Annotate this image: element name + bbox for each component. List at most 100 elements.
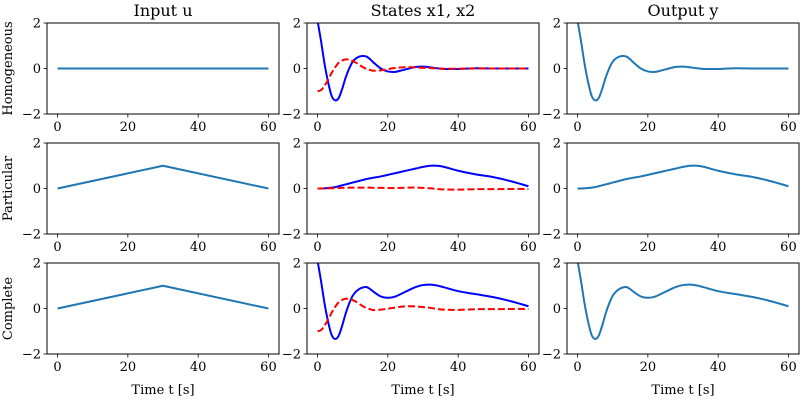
series-x2-line: [317, 297, 529, 333]
column-title: Input u: [134, 1, 193, 20]
plot-area: [576, 23, 789, 102]
x-tick-label: 60: [520, 120, 537, 135]
y-tick-label: 2: [553, 257, 561, 272]
x-tick-label: 0: [53, 120, 61, 135]
y-tick-label: 0: [33, 302, 41, 317]
x-tick-label: 20: [120, 360, 137, 375]
x-tick-label: 20: [380, 360, 397, 375]
x-axis-label: Time t [s]: [131, 383, 194, 398]
y-tick-label: 2: [33, 137, 41, 152]
x-tick-label: 40: [450, 240, 467, 255]
y-tick-label: 2: [293, 257, 301, 272]
x-tick-label: 0: [53, 240, 61, 255]
x-tick-label: 20: [640, 240, 657, 255]
x-tick-label: 20: [640, 120, 657, 135]
x-tick-label: 40: [190, 120, 207, 135]
x-axis-label: Time t [s]: [651, 383, 714, 398]
x-axis-label: Time t [s]: [391, 383, 454, 398]
x-tick-label: 0: [573, 360, 581, 375]
x-tick-label: 40: [190, 360, 207, 375]
y-tick-label: 2: [293, 137, 301, 152]
series-line: [576, 263, 789, 340]
x-tick-label: 20: [120, 240, 137, 255]
series-x2-line: [317, 186, 529, 191]
x-tick-label: 60: [520, 360, 537, 375]
x-tick-label: 0: [53, 360, 61, 375]
y-tick-label: 0: [553, 62, 561, 77]
axes-frame: [46, 262, 280, 355]
x-tick-label: 40: [450, 120, 467, 135]
plot-area: [576, 263, 789, 340]
plot-area: [316, 23, 529, 102]
y-tick-label: 0: [293, 182, 301, 197]
row-label: Complete: [1, 277, 16, 340]
x-tick-label: 40: [710, 360, 727, 375]
y-tick-label: −2: [282, 348, 301, 363]
plot-area: [316, 263, 529, 340]
x-tick-label: 40: [710, 240, 727, 255]
axes-frame: [46, 142, 280, 235]
y-tick-label: 0: [33, 62, 41, 77]
y-tick-label: 0: [33, 182, 41, 197]
y-tick-label: −2: [282, 108, 301, 123]
y-tick-label: 0: [293, 302, 301, 317]
series-line: [577, 164, 789, 190]
column-title: Output y: [648, 1, 719, 20]
y-tick-label: 2: [33, 17, 41, 32]
x-tick-label: 0: [573, 240, 581, 255]
plot-area: [317, 164, 529, 191]
x-tick-label: 20: [380, 240, 397, 255]
x-tick-label: 0: [313, 120, 321, 135]
axes-frame: [566, 142, 800, 235]
y-tick-label: 0: [553, 182, 561, 197]
x-tick-label: 40: [190, 240, 207, 255]
y-tick-label: −2: [542, 228, 561, 243]
x-tick-label: 20: [380, 120, 397, 135]
series-line: [57, 164, 269, 190]
x-tick-label: 0: [573, 120, 581, 135]
y-tick-label: −2: [22, 348, 41, 363]
y-tick-label: −2: [282, 228, 301, 243]
y-tick-label: 2: [33, 257, 41, 272]
x-tick-label: 60: [780, 240, 797, 255]
x-tick-label: 60: [260, 120, 277, 135]
row-label: Homogeneous: [1, 21, 16, 115]
axes-frame: [566, 262, 800, 355]
x-tick-label: 20: [120, 120, 137, 135]
x-tick-label: 40: [450, 360, 467, 375]
series-x1-line: [317, 164, 529, 190]
x-tick-label: 0: [313, 360, 321, 375]
series-x1-line: [316, 23, 529, 102]
plot-area: [57, 164, 269, 190]
series-line: [57, 284, 269, 310]
x-tick-label: 60: [260, 360, 277, 375]
plot-area: [577, 164, 789, 190]
plot-area: [57, 284, 269, 310]
y-tick-label: −2: [22, 108, 41, 123]
row-label: Particular: [1, 155, 16, 221]
x-tick-label: 0: [313, 240, 321, 255]
x-tick-label: 60: [520, 240, 537, 255]
x-tick-label: 60: [780, 360, 797, 375]
series-x1-line: [316, 263, 529, 340]
y-tick-label: 0: [293, 62, 301, 77]
x-tick-label: 60: [780, 120, 797, 135]
series-line: [576, 23, 789, 102]
y-tick-label: 2: [553, 17, 561, 32]
y-tick-label: 0: [553, 302, 561, 317]
x-tick-label: 60: [260, 240, 277, 255]
series-x2-line: [317, 58, 529, 93]
y-tick-label: 2: [553, 137, 561, 152]
y-tick-label: 2: [293, 17, 301, 32]
y-tick-label: −2: [542, 108, 561, 123]
